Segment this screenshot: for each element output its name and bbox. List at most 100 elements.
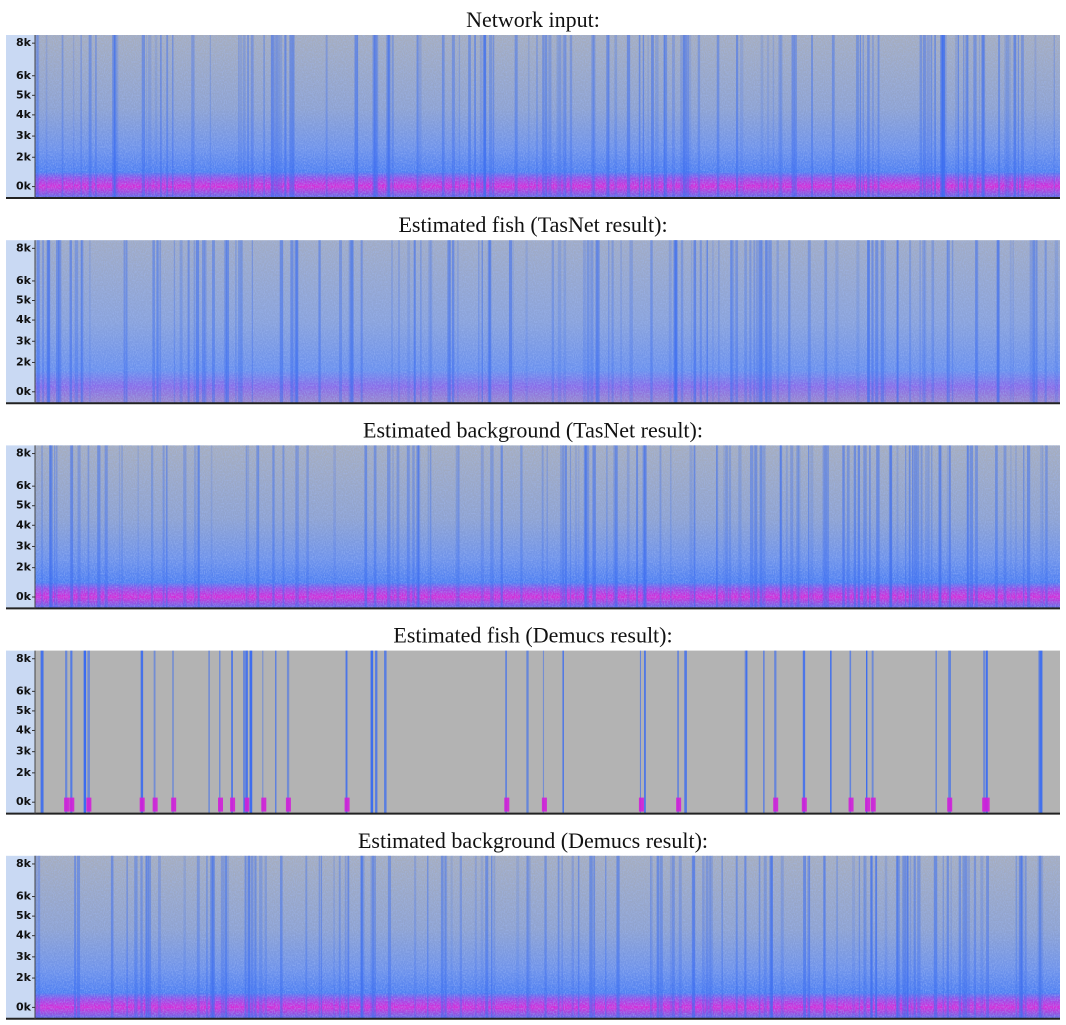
stripe <box>384 651 387 814</box>
stripe <box>876 445 879 608</box>
stripe <box>197 445 200 608</box>
tick-label: 0k <box>16 590 32 603</box>
stripe <box>970 445 973 608</box>
tick-label: 2k <box>16 355 32 368</box>
stripe <box>1039 651 1040 814</box>
tick-label: 5k <box>16 294 32 307</box>
stripe <box>749 240 751 403</box>
stripe <box>238 35 239 198</box>
stripe <box>287 651 289 814</box>
stripe <box>272 445 274 608</box>
stripe <box>963 35 964 198</box>
stripe <box>777 240 779 403</box>
stripe <box>35 856 37 1019</box>
stripe <box>1021 35 1024 198</box>
stripe <box>73 35 74 198</box>
stripe <box>1010 240 1012 403</box>
stripe <box>860 35 861 198</box>
stripe <box>858 445 860 608</box>
stripe <box>360 856 362 1019</box>
stripe <box>544 856 546 1019</box>
stripe <box>290 240 293 403</box>
stripe <box>247 856 249 1019</box>
stripe <box>1030 240 1033 403</box>
stripe <box>867 240 870 403</box>
stripe <box>452 240 454 403</box>
stripe <box>754 445 757 608</box>
stripe <box>875 856 877 1019</box>
stripe <box>931 445 932 608</box>
stripe <box>563 35 564 198</box>
stripe <box>650 856 653 1019</box>
stripe <box>761 35 764 198</box>
stripe <box>651 35 654 198</box>
stripe <box>430 240 432 403</box>
stripe <box>963 856 965 1019</box>
stripe <box>468 35 471 198</box>
stripe <box>1036 240 1038 403</box>
stripe <box>942 35 945 198</box>
stripe <box>520 445 522 608</box>
stripe <box>452 35 455 198</box>
stripe <box>660 445 662 608</box>
stripe <box>770 856 773 1019</box>
tick-label: 8k <box>16 241 32 254</box>
stripe <box>1014 35 1016 198</box>
stripe <box>867 35 869 198</box>
stripe <box>589 856 592 1019</box>
stripe <box>475 856 477 1019</box>
stripe <box>489 35 492 198</box>
stripe-low <box>504 798 509 812</box>
stripe <box>606 445 608 608</box>
stripe <box>387 445 390 608</box>
stripe <box>643 35 644 198</box>
stripe <box>205 240 207 403</box>
stripe <box>386 35 389 198</box>
stripe <box>493 856 495 1019</box>
stripe <box>592 445 595 608</box>
stripe <box>657 856 660 1019</box>
stripe <box>824 445 826 608</box>
stripe <box>245 651 248 814</box>
spectrogram: 8k6k5k4k3k2k0k <box>6 445 1060 608</box>
stripe <box>698 35 700 198</box>
stripe <box>360 240 362 403</box>
stripe <box>565 445 567 608</box>
stripe <box>1013 240 1014 403</box>
stripe <box>166 35 168 198</box>
stripe <box>575 445 577 608</box>
stripe <box>936 651 937 814</box>
stripe <box>564 240 567 403</box>
stripe <box>134 856 137 1019</box>
stripe <box>735 240 738 403</box>
stripe <box>949 445 951 608</box>
stripe <box>923 35 926 198</box>
stripe <box>897 240 899 403</box>
stripe <box>430 445 432 608</box>
stripe <box>980 856 983 1019</box>
tick-label: 5k <box>16 88 32 101</box>
stripe <box>416 445 419 608</box>
stripe <box>620 240 621 403</box>
stripe <box>683 35 686 198</box>
stripe <box>183 445 186 608</box>
stripe <box>141 651 143 814</box>
figure: Network input:8k6k5k4k3k2k0kEstimated fi… <box>0 0 1066 1025</box>
stripe <box>87 651 90 814</box>
stripe <box>412 445 414 608</box>
stripe <box>543 651 544 814</box>
stripe <box>995 445 998 608</box>
stripe <box>835 240 838 403</box>
stripe <box>374 445 377 608</box>
stripe-low <box>542 798 547 812</box>
stripe <box>744 240 747 403</box>
stripe <box>878 35 880 198</box>
stripe <box>644 651 646 814</box>
stripe <box>680 35 683 198</box>
stripe <box>81 35 82 198</box>
panel-title: Estimated fish (Demucs result): <box>393 623 672 648</box>
tick-label: 8k <box>16 652 32 665</box>
stripe <box>188 240 190 403</box>
stripe <box>1056 240 1058 403</box>
stripe <box>427 856 428 1019</box>
